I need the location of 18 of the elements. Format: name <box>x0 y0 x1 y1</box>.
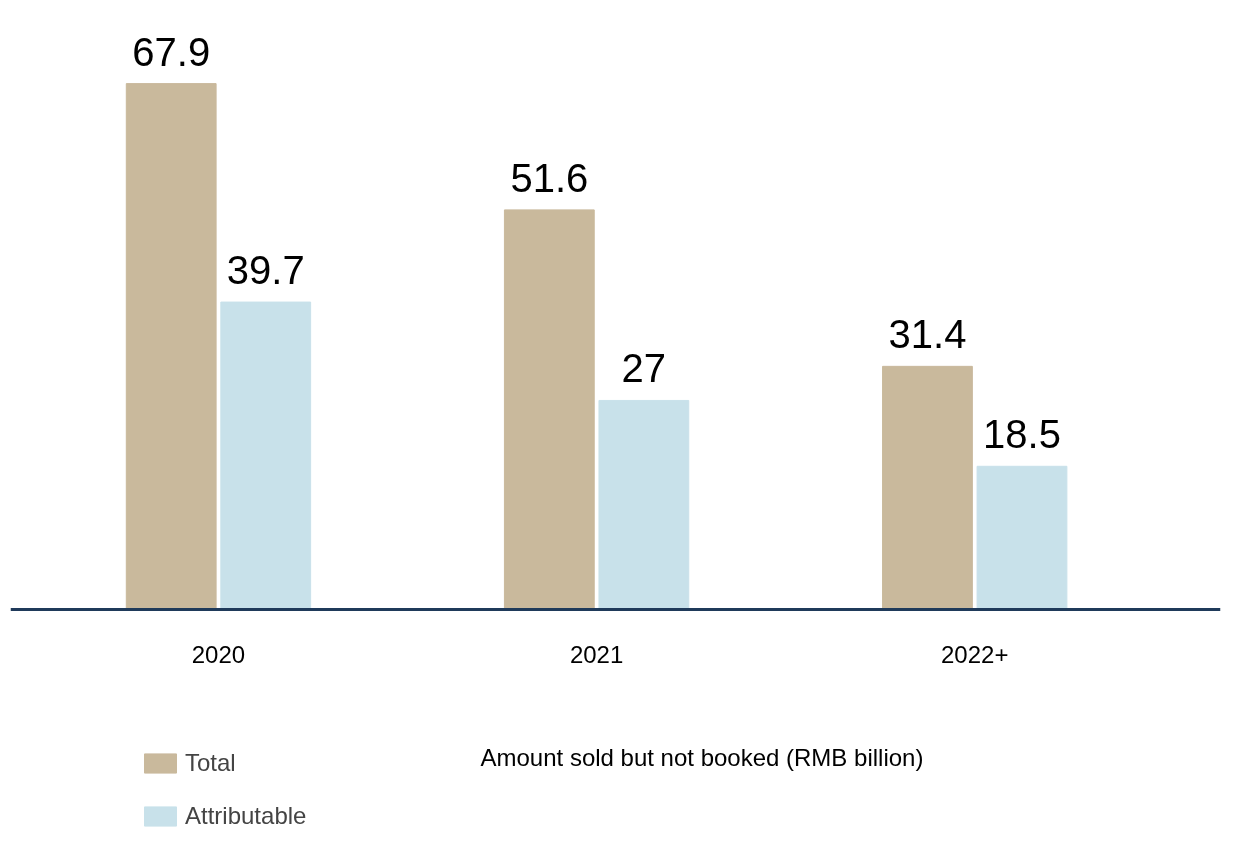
data-label: 31.4 <box>888 312 967 357</box>
bar <box>598 399 690 611</box>
data-label: 67.9 <box>132 29 211 74</box>
bar <box>882 365 973 611</box>
text: Amount sold but not booked (RMB billion) <box>480 743 924 771</box>
data-label: 18.5 <box>983 412 1061 457</box>
x-tick-label: 2021 <box>569 640 624 668</box>
bar <box>503 209 595 611</box>
x-tick-label: 2020 <box>191 640 246 668</box>
bar <box>125 83 217 611</box>
legend-label: Total <box>185 749 236 777</box>
legend-label: Attributable <box>185 802 307 830</box>
data-label: 51.6 <box>510 155 589 200</box>
bar <box>220 301 312 611</box>
x-tick-label: 2022+ <box>941 640 1009 668</box>
bar <box>976 465 1068 611</box>
data-label: 27 <box>621 346 667 391</box>
data-label: 39.7 <box>226 248 305 293</box>
